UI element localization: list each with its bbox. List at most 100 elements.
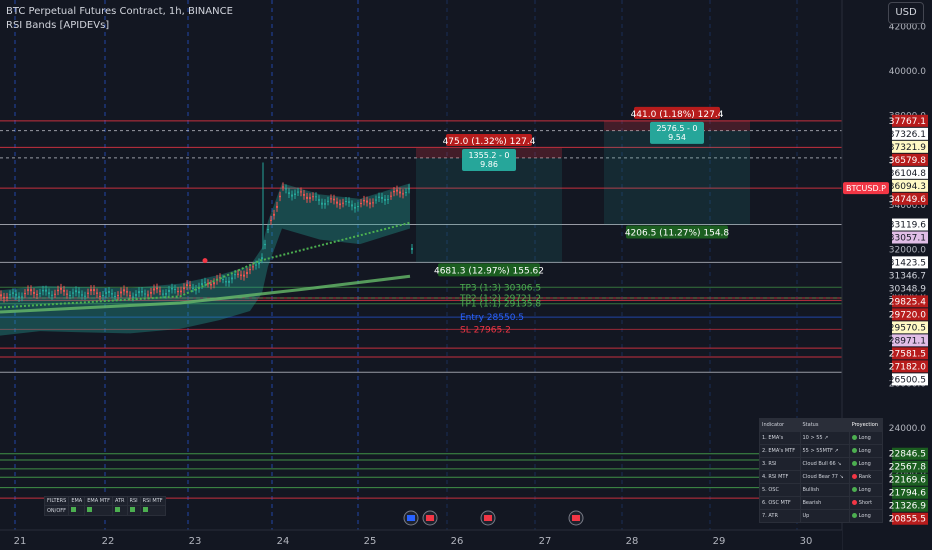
candle-body <box>309 197 311 199</box>
candle-body <box>396 189 398 192</box>
price-label-badge <box>892 308 928 321</box>
price-label: 34749.6 <box>889 195 926 205</box>
candle-body <box>327 200 329 202</box>
candle-body <box>183 287 185 290</box>
candle-body <box>117 295 119 297</box>
projection-cell: Long <box>848 431 884 445</box>
candle-body <box>366 200 368 203</box>
candle-body <box>246 272 248 274</box>
price-label-badge <box>892 127 928 140</box>
candle-body <box>315 196 317 198</box>
price-label: 27581.5 <box>889 349 926 359</box>
y-tick-label: 22000.0 <box>889 469 926 479</box>
filter-header: ATR <box>111 496 128 506</box>
candle-body <box>399 191 401 194</box>
candle-body <box>33 292 35 294</box>
candle-body <box>105 292 107 294</box>
filter-ema-checkbox[interactable] <box>68 505 86 516</box>
candle-body <box>294 193 296 195</box>
candle-body <box>45 289 47 292</box>
candle-body <box>360 202 362 204</box>
candle-body <box>351 204 353 207</box>
table-row: 5. OSC Bullish Long <box>759 483 884 497</box>
position-risk-label: 441.0 (1.18%) 127.4 <box>631 110 724 120</box>
table-header: Status <box>799 418 850 432</box>
event-flag-icon <box>572 515 580 521</box>
take-profit-zone <box>416 158 562 263</box>
filter-header: RSI <box>126 496 141 506</box>
symbol-badge <box>843 182 889 195</box>
status-dot-icon <box>851 500 857 505</box>
status-dot-icon <box>851 513 857 518</box>
price-label: 22567.8 <box>889 463 926 473</box>
trade-level-label: TP1 (1:1) 29135.8 <box>459 300 541 310</box>
candle-body <box>318 199 320 201</box>
filter-ema-mtf-checkbox[interactable] <box>84 505 113 516</box>
signal-dot <box>202 258 208 264</box>
candle-body <box>381 196 383 199</box>
price-label: 33119.6 <box>889 221 926 231</box>
candle-body <box>150 292 152 294</box>
candle-body <box>174 288 176 290</box>
candle-body <box>354 206 356 209</box>
candle-body <box>186 284 188 286</box>
candle-body <box>258 262 260 265</box>
price-label-badge <box>892 192 928 205</box>
candle-body <box>270 219 272 221</box>
status-cell: 10 > 55 ↗ <box>799 431 850 445</box>
candle-body <box>387 199 389 201</box>
price-label: 26500.5 <box>889 375 926 385</box>
candle-body <box>132 296 134 298</box>
candle-body <box>330 198 332 200</box>
candle-body <box>66 293 68 295</box>
candle-body <box>126 291 128 293</box>
filter-header: FILTERS <box>43 496 70 506</box>
candle-body <box>288 192 290 195</box>
projection-cell: Short <box>848 496 884 510</box>
candle-body <box>63 289 65 292</box>
candle-body <box>405 192 407 194</box>
candle-body <box>306 196 308 199</box>
filter-rsi-checkbox[interactable] <box>126 505 141 516</box>
filter-rsi-mtf-checkbox[interactable] <box>139 505 166 516</box>
y-tick-label: 24000.0 <box>889 424 926 434</box>
currency-button[interactable]: USD <box>888 2 924 24</box>
table-row: 2. EMA's MTF 55 > 55MTF ↗ Long <box>759 444 884 458</box>
candle-body <box>141 290 143 293</box>
x-tick-label: 24 <box>277 536 290 547</box>
candle-body <box>162 293 164 295</box>
plot-area <box>0 0 842 530</box>
candle-body <box>333 198 335 201</box>
candle-body <box>240 274 242 276</box>
candle-body <box>324 203 326 205</box>
price-label-badge <box>892 256 928 269</box>
price-label-badge <box>892 373 928 386</box>
price-label: 29570.5 <box>889 323 926 333</box>
candle-body <box>27 289 29 291</box>
candle-body <box>138 291 140 294</box>
table-header: Proyection <box>848 418 884 432</box>
status-cell: Up <box>799 509 850 523</box>
candle-body <box>276 205 278 208</box>
candle-body <box>108 291 110 293</box>
candle-body <box>267 228 269 230</box>
y-tick-label: 42000.0 <box>889 22 926 32</box>
y-tick-label: 40000.0 <box>889 67 926 77</box>
candle-body <box>408 188 410 190</box>
candle-body <box>201 283 203 285</box>
candle-body <box>90 289 92 292</box>
filter-atr-checkbox[interactable] <box>111 505 128 516</box>
position-mid-label: 2576.5 - 0 <box>656 124 697 133</box>
candle-body <box>261 257 263 260</box>
candle-body <box>129 295 131 297</box>
indicator-cell: 1. EMA's <box>759 431 801 445</box>
candle-body <box>24 293 26 295</box>
price-label-badge <box>892 231 928 244</box>
projection-cell: Long <box>848 444 884 458</box>
candle-body <box>144 293 146 295</box>
status-dot-icon <box>851 487 857 492</box>
candle-body <box>87 292 89 294</box>
position-mid-label: 1355.2 - 0 <box>468 151 509 160</box>
